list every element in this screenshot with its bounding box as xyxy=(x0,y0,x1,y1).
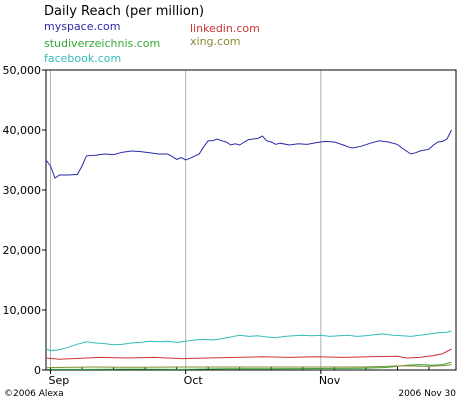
series-line-linkedin xyxy=(45,348,452,360)
y-tick-label: 30,000 xyxy=(3,184,42,197)
chart-title: Daily Reach (per million) xyxy=(44,4,204,19)
series-lines xyxy=(45,129,452,370)
y-tick-label: 20,000 xyxy=(3,244,42,257)
y-tick-label: 50,000 xyxy=(3,64,42,77)
legend-xing: xing.com xyxy=(190,35,241,48)
y-tick-label: 0 xyxy=(34,364,41,377)
x-tick-label: Nov xyxy=(319,374,341,387)
y-tick-label: 10,000 xyxy=(3,304,42,317)
legend-myspace: myspace.com xyxy=(44,20,120,33)
date-label: 2006 Nov 30 xyxy=(398,389,456,399)
plot-frame xyxy=(45,69,457,371)
series-line-facebook xyxy=(45,330,452,352)
legend-linkedin: linkedin.com xyxy=(190,22,260,35)
gridlines xyxy=(50,70,322,370)
copyright-label: ©2006 Alexa xyxy=(4,389,64,399)
legend: myspace.com linkedin.com studiverzeichni… xyxy=(44,20,260,65)
axis-ticks: Sep Oct Nov 50,000 40,000 30,000 20,000 10,000 0 xyxy=(3,64,430,387)
series-line-xing xyxy=(45,364,452,369)
legend-studiverzeichnis: studiverzeichnis.com xyxy=(44,37,160,50)
x-tick-label: Oct xyxy=(184,374,204,387)
series-line-myspace xyxy=(45,129,452,179)
x-tick-label: Sep xyxy=(49,374,70,387)
series-line-studiverzeichnis xyxy=(46,361,452,370)
y-tick-label: 40,000 xyxy=(3,124,42,137)
legend-facebook: facebook.com xyxy=(44,52,121,65)
